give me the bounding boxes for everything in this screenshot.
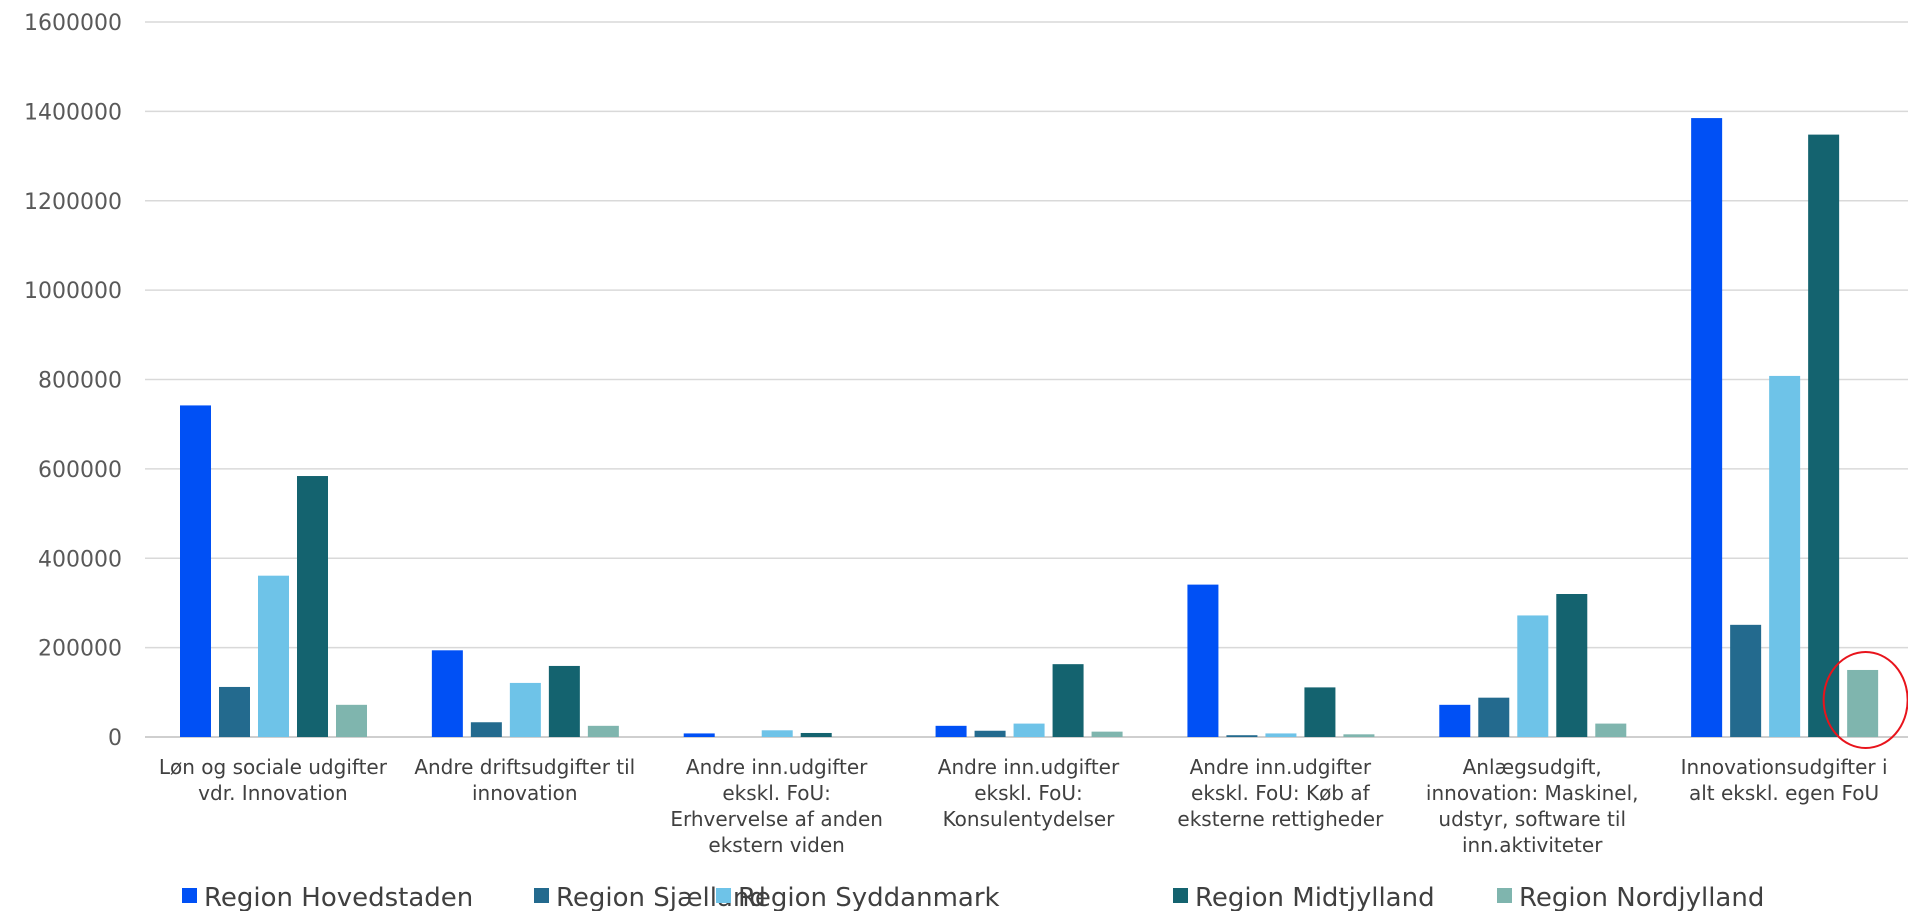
- y-tick-label: 1600000: [24, 11, 122, 36]
- y-tick-label: 800000: [38, 369, 122, 394]
- y-tick-label: 1400000: [24, 100, 122, 125]
- bar: [1730, 624, 1762, 737]
- bar: [935, 725, 967, 737]
- legend-label: Region Midtjylland: [1195, 883, 1435, 911]
- legend-swatch: [182, 888, 197, 903]
- bar: [974, 730, 1006, 737]
- legend-label: Region Nordjylland: [1519, 883, 1764, 911]
- category-label: inn.aktiviteter: [1462, 833, 1603, 857]
- bar: [1517, 615, 1549, 737]
- bar: [761, 730, 793, 737]
- legend-label: Region Hovedstaden: [204, 883, 473, 911]
- bar: [800, 732, 832, 737]
- bar: [1226, 735, 1258, 737]
- category-label: udstyr, software til: [1438, 807, 1626, 831]
- category-label: Andre driftsudgifter til: [414, 755, 635, 779]
- legend-label: Region Syddanmark: [738, 883, 1000, 911]
- category-label: alt ekskl. egen FoU: [1689, 781, 1879, 805]
- bar: [1691, 118, 1723, 737]
- y-tick-label: 600000: [38, 458, 122, 483]
- bar: [1769, 375, 1801, 737]
- legend-label: Region Sjælland: [556, 883, 766, 911]
- category-label: Løn og sociale udgifter: [159, 755, 388, 779]
- y-tick-label: 200000: [38, 637, 122, 662]
- bar: [258, 575, 289, 737]
- bar: [1187, 584, 1219, 737]
- category-label: Andre inn.udgifter: [1190, 755, 1372, 779]
- bar-marks: [180, 118, 1879, 738]
- bar: [1595, 723, 1627, 737]
- bar: [297, 476, 328, 737]
- bar: [1091, 731, 1123, 737]
- y-tick-label: 0: [108, 726, 122, 751]
- legend-swatch: [716, 888, 731, 903]
- bar: [180, 405, 211, 737]
- y-axis-tick-labels: 0 200000 400000 600000 800000 1000000 1200000 1…: [24, 11, 122, 751]
- category-label: ekskl. FoU: Køb af: [1191, 781, 1371, 805]
- category-label: innovation: [472, 781, 578, 805]
- bar: [1847, 669, 1879, 737]
- category-label: vdr. Innovation: [198, 781, 348, 805]
- bar: [336, 704, 367, 737]
- category-label: Konsulentydelser: [943, 807, 1116, 831]
- bar: [1808, 134, 1840, 738]
- category-label: ekstern viden: [708, 833, 844, 857]
- bar: [1052, 664, 1084, 737]
- category-label: Anlægsudgift,: [1463, 755, 1602, 779]
- bar: [683, 733, 715, 737]
- y-tick-label: 1200000: [24, 190, 122, 215]
- y-tick-label: 400000: [38, 547, 122, 572]
- bar: [1556, 594, 1588, 737]
- bar: [1478, 697, 1510, 737]
- bar: [1439, 704, 1471, 737]
- gridlines: [145, 21, 1908, 738]
- bar: [1013, 723, 1045, 737]
- y-tick-label: 1000000: [24, 279, 122, 304]
- bar: [470, 722, 502, 737]
- bar: [431, 650, 463, 737]
- category-label: Andre inn.udgifter: [938, 755, 1120, 779]
- bar: [1343, 734, 1375, 737]
- category-label: ekskl. FoU:: [974, 781, 1083, 805]
- bar: [587, 725, 619, 737]
- category-label: eksterne rettigheder: [1177, 807, 1384, 831]
- category-label: Innovationsudgifter i: [1681, 755, 1888, 779]
- legend-swatch: [534, 888, 549, 903]
- category-label: ekskl. FoU:: [722, 781, 831, 805]
- category-label: Erhvervelse af anden: [670, 807, 883, 831]
- bar: [1265, 733, 1297, 737]
- category-label: Andre inn.udgifter: [686, 755, 868, 779]
- bar: [509, 682, 541, 737]
- category-label: innovation: Maskinel,: [1426, 781, 1639, 805]
- bar: [219, 686, 250, 737]
- legend: Region Hovedstaden Region SjællandRegion …: [182, 883, 1764, 911]
- bar: [1304, 687, 1336, 737]
- bar: [548, 665, 580, 737]
- legend-swatch: [1497, 888, 1512, 903]
- legend-swatch: [1173, 888, 1188, 903]
